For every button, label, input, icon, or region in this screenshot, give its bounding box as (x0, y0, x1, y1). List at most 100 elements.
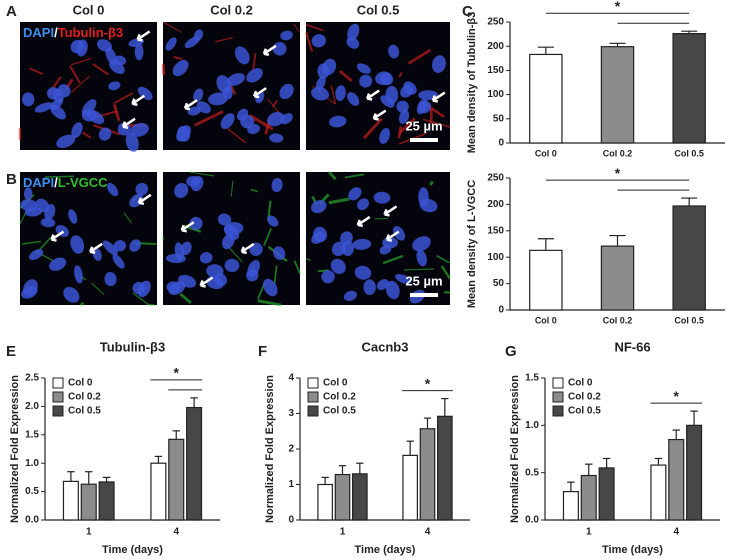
cell-nucleus (395, 273, 412, 285)
cell-nucleus (199, 252, 213, 264)
y-tick-label: 1.5 (525, 373, 539, 384)
bar (334, 473, 351, 521)
cell-nucleus (329, 115, 347, 128)
y-tick-label: 1.5 (25, 429, 39, 440)
x-tick-label: Col 0.2 (603, 315, 633, 325)
cell-nucleus (129, 239, 141, 252)
legend-swatch (552, 377, 564, 389)
stain-label: DAPI/Tubulin-β3 (23, 25, 123, 40)
marker-stain (92, 63, 109, 76)
bar (98, 481, 115, 521)
marker-stain (226, 127, 247, 144)
cell-nucleus (217, 213, 232, 226)
marker-stain (161, 64, 166, 76)
cell-nucleus (108, 81, 121, 91)
legend-swatch (52, 377, 64, 389)
legend-swatch (52, 405, 64, 417)
cell-nucleus (335, 85, 346, 101)
cell-nucleus (134, 43, 144, 61)
cell-nucleus (267, 111, 285, 127)
cell-nucleus (102, 240, 118, 256)
arrow (50, 230, 65, 242)
y-tick-label: 1.0 (525, 420, 539, 431)
arrow (180, 221, 195, 233)
y-tick-label: 100 (487, 89, 504, 100)
x-tick-label: 1 (586, 527, 592, 538)
cell-nucleus (81, 109, 97, 122)
arrow (372, 109, 387, 121)
marker-stain (271, 100, 278, 108)
x-tick-label: Col 0.5 (674, 148, 704, 158)
marker-stain (44, 175, 74, 178)
cell-nucleus (224, 224, 240, 240)
cell-nucleus (347, 23, 360, 41)
chart-title: Cacnb3 (362, 339, 409, 354)
legend-label: Col 0 (68, 378, 93, 389)
legend-label: Col 0.5 (68, 406, 101, 417)
legend-label: Col 0.5 (568, 406, 601, 417)
cell-nucleus (340, 231, 353, 245)
cell-nucleus (416, 98, 428, 115)
cell-nucleus (113, 240, 127, 252)
cell-nucleus (165, 37, 177, 51)
arrow (121, 117, 136, 129)
marker-stain (257, 299, 282, 307)
arrow (356, 215, 371, 228)
marker-stain (189, 171, 215, 177)
marker-stain (293, 23, 300, 32)
cell-nucleus (273, 246, 286, 260)
cell-nucleus (271, 178, 283, 193)
y-tick-label: 3 (288, 408, 294, 419)
y-tick-label: 1 (288, 479, 294, 490)
cell-nucleus (177, 125, 191, 142)
cell-nucleus (174, 242, 184, 262)
cell-nucleus (74, 265, 83, 284)
panel-label: A (6, 3, 17, 20)
legend-swatch (552, 391, 564, 403)
cell-nucleus (125, 132, 139, 152)
marker-stain (398, 117, 416, 134)
marker-stain (330, 85, 337, 105)
scale-bar-label: 25 µm (405, 273, 442, 288)
marker-stain (429, 180, 434, 186)
cell-nucleus (186, 176, 200, 187)
x-tick-label: Col 0.2 (603, 148, 633, 158)
arrow (262, 44, 277, 57)
column-heading: Col 0 (73, 2, 105, 17)
cell-nucleus (375, 71, 393, 85)
marker-stain (179, 292, 192, 305)
bar (600, 245, 635, 311)
y-tick-label: 0.5 (525, 467, 539, 478)
marker-stain (193, 110, 224, 127)
x-tick-label: 1 (340, 527, 346, 538)
significance-marker: * (174, 365, 180, 381)
cell-nucleus (193, 29, 204, 42)
legend-label: Col 0.5 (323, 406, 356, 417)
cell-nucleus (352, 238, 372, 250)
marker-stain (338, 69, 353, 82)
cell-nucleus (348, 187, 362, 201)
micrograph (20, 172, 157, 305)
cell-nucleus (29, 249, 44, 261)
cell-nucleus (246, 68, 263, 83)
y-tick-label: 4 (288, 373, 294, 384)
y-tick-label: 0 (288, 515, 294, 526)
bar (168, 438, 185, 521)
y-axis-label: Normalized Fold Expression (509, 375, 521, 523)
marker-stain (304, 32, 314, 53)
cell-nucleus (385, 85, 399, 104)
cell-nucleus (343, 290, 357, 301)
cell-nucleus (187, 106, 201, 116)
cell-nucleus (34, 102, 53, 113)
bar (352, 473, 368, 521)
cell-nucleus (76, 39, 88, 57)
cell-nucleus (279, 83, 294, 100)
bar (668, 438, 685, 521)
marker-stain (273, 265, 278, 286)
cell-nucleus (354, 265, 372, 280)
arrow (252, 87, 267, 99)
marker-stain (328, 171, 337, 181)
cell-nucleus (168, 281, 186, 295)
cell-nucleus (416, 249, 427, 267)
